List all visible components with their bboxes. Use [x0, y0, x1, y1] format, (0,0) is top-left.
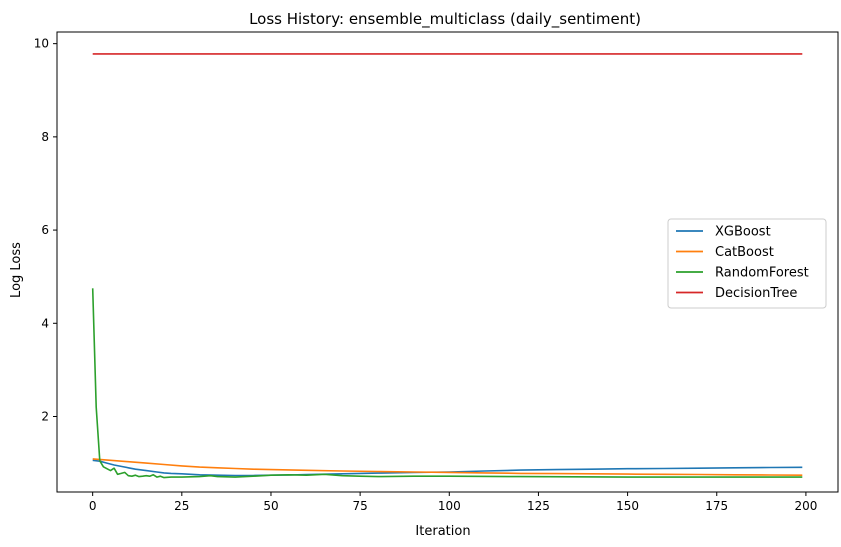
legend-box: [667, 218, 827, 309]
x-tick-label: 50: [263, 499, 278, 513]
x-tick-label: 75: [352, 499, 367, 513]
x-tick-label: 200: [794, 499, 817, 513]
plot-frame: [56, 31, 839, 493]
y-tick-label: 10: [34, 37, 49, 51]
x-tick-label: 25: [174, 499, 189, 513]
y-tick-label: 6: [41, 223, 49, 237]
y-axis-label: Log Loss: [9, 242, 24, 298]
x-axis-label: Iteration: [415, 524, 470, 539]
series-line-randomforest: [91, 288, 803, 479]
y-tick-label: 8: [41, 130, 49, 144]
legend-label-xgboost: XGBoost: [715, 225, 771, 240]
x-axis: 0 25 50 75 100 125 150 175 200: [89, 492, 817, 513]
series-line-catboost: [92, 458, 803, 476]
plot-lines: [91, 53, 803, 479]
y-axis: 2 4 6 8 10: [34, 37, 57, 423]
x-tick-label: 100: [438, 499, 461, 513]
legend-label-decisiontree: DecisionTree: [715, 286, 797, 301]
legend: XGBoost CatBoost RandomForest DecisionTree: [667, 218, 827, 309]
chart-title: Loss History: ensemble_multiclass (daily…: [249, 10, 641, 29]
x-tick-label: 150: [616, 499, 639, 513]
y-tick-label: 4: [41, 316, 49, 330]
y-tick-label: 2: [41, 409, 49, 423]
legend-label-catboost: CatBoost: [715, 245, 774, 260]
x-tick-label: 0: [89, 499, 97, 513]
legend-label-randomforest: RandomForest: [715, 266, 809, 281]
x-tick-label: 175: [705, 499, 728, 513]
x-tick-label: 125: [527, 499, 550, 513]
